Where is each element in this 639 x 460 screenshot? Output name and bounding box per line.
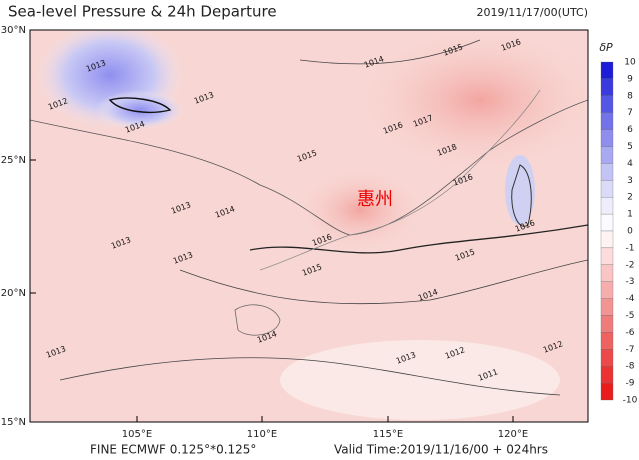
colorbar-swatch bbox=[600, 298, 614, 316]
colorbar-label: -1 bbox=[626, 243, 635, 253]
colorbar-label: 7 bbox=[627, 108, 633, 118]
colorbar-label: -4 bbox=[626, 294, 635, 304]
colorbar-label: 8 bbox=[627, 91, 633, 101]
colorbar-label: -10 bbox=[623, 396, 638, 406]
colorbar-swatch bbox=[600, 112, 614, 130]
lon-label: 115°E bbox=[373, 429, 403, 440]
colorbar-swatch bbox=[600, 146, 614, 164]
colorbar-label: 0 bbox=[627, 227, 633, 237]
lat-label: 30°N bbox=[1, 25, 26, 36]
colorbar-title: δP bbox=[599, 41, 613, 54]
lat-label: 25°N bbox=[1, 155, 26, 166]
colorbar-label: 2 bbox=[627, 193, 633, 203]
model-label: FINE ECMWF 0.125°*0.125° bbox=[90, 443, 256, 457]
map-frame bbox=[29, 29, 589, 423]
colorbar-swatch bbox=[600, 264, 614, 282]
colorbar-swatch bbox=[600, 129, 614, 147]
colorbar-label: -6 bbox=[626, 328, 635, 338]
colorbar-label: -7 bbox=[626, 345, 635, 355]
colorbar-swatch bbox=[600, 382, 614, 401]
colorbar-swatch bbox=[600, 61, 614, 80]
valid-time-header: 2019/11/17/00(UTC) bbox=[477, 6, 589, 19]
colorbar-swatch bbox=[600, 366, 614, 384]
valid-time-footer: Valid Time:2019/11/16/00 + 024hrs bbox=[334, 443, 548, 457]
colorbar-label: 5 bbox=[627, 142, 633, 152]
place-label: 惠州 bbox=[357, 189, 393, 210]
title: Sea-level Pressure & 24h Departure bbox=[8, 3, 277, 21]
lon-label: 110°E bbox=[247, 429, 277, 440]
lat-label: 20°N bbox=[1, 288, 26, 299]
colorbar-swatch bbox=[600, 78, 614, 96]
colorbar-label: 6 bbox=[627, 125, 633, 135]
colorbar-label: -3 bbox=[626, 277, 635, 287]
colorbar-swatch bbox=[600, 332, 614, 350]
map-field: 惠州 bbox=[30, 30, 588, 422]
colorbar-swatch bbox=[600, 180, 614, 198]
colorbar-label: -8 bbox=[626, 362, 635, 372]
colorbar-label: -9 bbox=[626, 379, 635, 389]
colorbar-swatch bbox=[600, 213, 614, 232]
colorbar-swatch bbox=[600, 197, 614, 215]
colorbar-label: 10 bbox=[624, 58, 636, 68]
lon-label: 105°E bbox=[122, 429, 152, 440]
colorbar-swatch bbox=[600, 163, 614, 181]
colorbar-label: 3 bbox=[627, 176, 633, 186]
colorbar-swatch bbox=[600, 281, 614, 299]
colorbar-swatch bbox=[600, 349, 614, 367]
colorbar-label: 9 bbox=[627, 74, 633, 84]
colorbar-label: 1 bbox=[627, 210, 633, 220]
lon-label: 120°E bbox=[498, 429, 528, 440]
colorbar-label: -5 bbox=[626, 311, 635, 321]
colorbar-swatch bbox=[600, 315, 614, 333]
colorbar-swatch bbox=[600, 95, 614, 113]
colorbar-swatch bbox=[600, 247, 614, 265]
colorbar-label: -2 bbox=[626, 260, 635, 270]
colorbar-label: 4 bbox=[627, 159, 633, 169]
colorbar-swatch bbox=[600, 230, 614, 249]
lat-label: 15°N bbox=[1, 417, 26, 428]
